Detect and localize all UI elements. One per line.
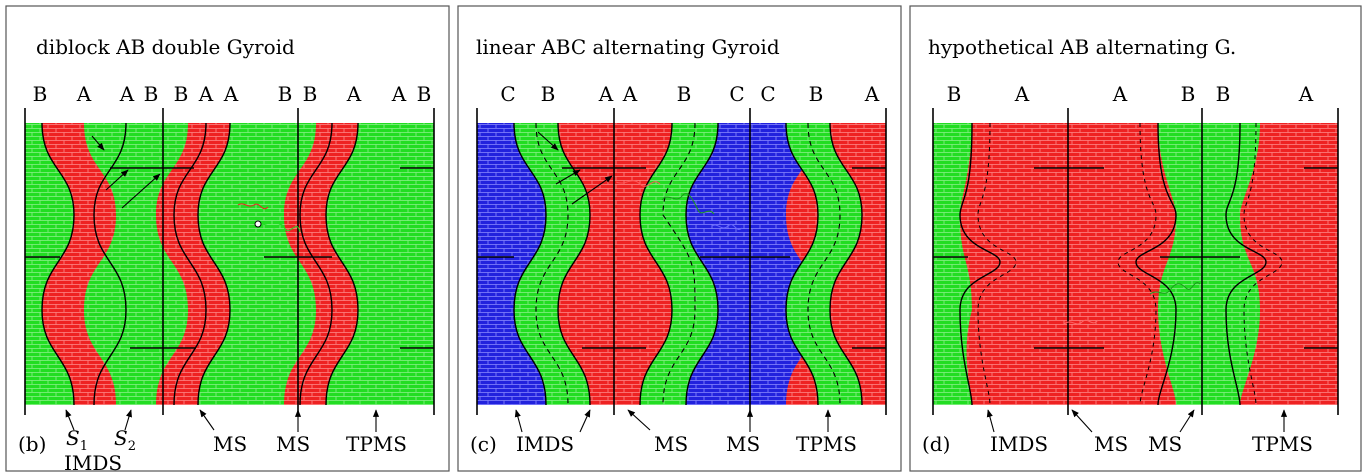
ms-label: MS: [726, 432, 760, 456]
top-label: B: [1216, 82, 1231, 106]
ms-label: MS: [654, 432, 688, 456]
panel-c-top-labels: C B A A B C C B A: [500, 82, 879, 106]
panel-letter: (d): [922, 432, 950, 456]
panel-b: diblock AB double Gyroid B A A B B A A B…: [5, 5, 450, 473]
panel-b-title: diblock AB double Gyroid: [36, 35, 295, 59]
domain-B-strand: [640, 123, 718, 405]
ms-lines: [24, 108, 435, 415]
top-label: B: [303, 82, 318, 106]
panel-c-frame: [457, 5, 902, 472]
panel-d: hypothetical AB alternating G. B A A B B…: [909, 5, 1362, 472]
top-label: A: [198, 82, 214, 106]
top-label: A: [1014, 82, 1030, 106]
ms-lines: [476, 108, 887, 415]
top-label: B: [1181, 82, 1196, 106]
top-label: A: [223, 82, 239, 106]
top-label: C: [760, 82, 775, 106]
ms-lines: [932, 108, 1339, 415]
top-label: A: [1298, 82, 1314, 106]
panel-d-bottom-labels: IMDS MS MS TPMS (d): [922, 432, 1313, 456]
top-label: B: [278, 82, 293, 106]
imds-label: IMDS: [64, 451, 122, 473]
top-label: B: [144, 82, 159, 106]
panel-d-frame: [909, 5, 1362, 472]
s2-label: S2: [114, 426, 136, 454]
panel-c: linear ABC alternating Gyroid C B A A B …: [457, 5, 902, 472]
top-label: A: [119, 82, 135, 106]
top-label: B: [174, 82, 189, 106]
top-label: A: [1112, 82, 1128, 106]
polymer-chain-sketch: [237, 203, 301, 233]
tpms-label: TPMS: [1252, 432, 1313, 456]
imds-interfaces: [41, 122, 359, 406]
panel-b-bottom-arrows: [65, 409, 380, 432]
panel-d-title: hypothetical AB alternating G.: [928, 35, 1236, 59]
tpms-label: TPMS: [346, 432, 407, 456]
top-label: B: [677, 82, 692, 106]
domain-B-center: [1158, 123, 1260, 405]
ms-label: MS: [213, 432, 247, 456]
panel-c-bottom-labels: IMDS MS MS TPMS (c): [470, 432, 857, 456]
polymer-chain-sketch: [615, 180, 743, 230]
top-label: A: [346, 82, 362, 106]
top-label: A: [622, 82, 638, 106]
ms-label: MS: [276, 432, 310, 456]
panel-d-bottom-arrows: [986, 409, 1288, 433]
imds-label: IMDS: [516, 432, 574, 456]
polymer-chain-sketch: [1063, 282, 1201, 325]
panel-letter: (c): [470, 432, 497, 456]
top-label: B: [417, 82, 432, 106]
domain-B-left: [933, 123, 972, 405]
dashed-midlines: [535, 122, 841, 406]
top-label: A: [864, 82, 880, 106]
imds-interfaces: [959, 122, 1267, 406]
panel-letter: (b): [18, 432, 46, 456]
ms-label: MS: [1094, 432, 1128, 456]
domain-A-strand: [156, 123, 230, 405]
panel-b-top-labels: B A A B B A A B B A A B: [33, 82, 432, 106]
top-label: A: [76, 82, 92, 106]
panel-c-title: linear ABC alternating Gyroid: [476, 35, 780, 59]
ms-label: MS: [1148, 432, 1182, 456]
panel-b-frame: [5, 5, 450, 472]
top-label: B: [947, 82, 962, 106]
top-label: A: [598, 82, 614, 106]
panel-b-bottom-labels: S1 S2 IMDS MS MS TPMS (b): [18, 426, 407, 473]
panel-d-top-labels: B A A B B A: [947, 82, 1314, 106]
domain-B-strand: [786, 123, 862, 405]
imds-label: IMDS: [990, 432, 1048, 456]
top-label: A: [391, 82, 407, 106]
s1-label: S1: [66, 426, 88, 454]
dashed-midlines: [977, 122, 1283, 406]
domain-B-strand: [514, 123, 590, 405]
top-label: B: [809, 82, 824, 106]
distance-arrows: [91, 135, 161, 209]
domain-C-center: [686, 123, 818, 405]
domain-C-left: [477, 123, 546, 405]
top-label: B: [541, 82, 556, 106]
top-label: C: [500, 82, 515, 106]
top-label: C: [729, 82, 744, 106]
top-label: B: [33, 82, 48, 106]
panel-c-bottom-arrows: [514, 409, 832, 433]
tpms-label: TPMS: [796, 432, 857, 456]
distance-arrows: [537, 131, 613, 205]
